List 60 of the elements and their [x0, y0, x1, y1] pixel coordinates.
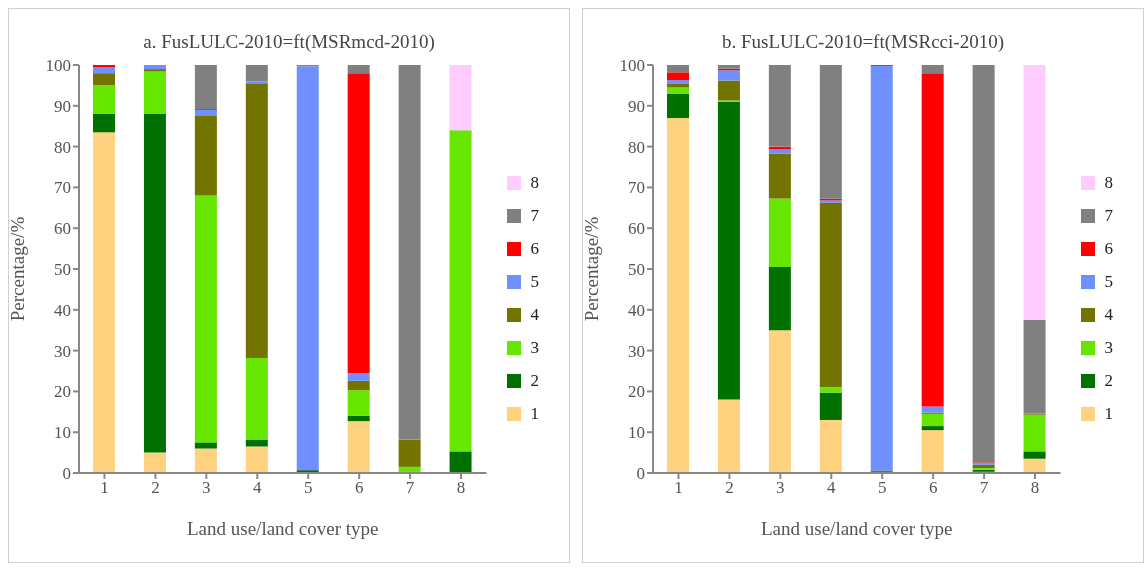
legend-label: 4 — [530, 304, 539, 325]
chart-title: b. FusLULC-2010=ft(MSRcci-2010) — [721, 31, 1005, 53]
x-tick-label: 7 — [979, 478, 989, 498]
x-tick-label: 1 — [674, 478, 683, 498]
y-tick-label: 70 — [628, 178, 645, 198]
x-tick-label: 6 — [354, 478, 364, 498]
y-tick-label: 60 — [628, 219, 645, 239]
y-tick-label: 80 — [54, 137, 71, 157]
y-tick-label: 80 — [628, 137, 645, 157]
y-tick-label: 90 — [628, 96, 645, 116]
legend-label: 5 — [530, 271, 539, 292]
x-tick-label: 1 — [100, 478, 109, 498]
y-tick-label: 10 — [54, 423, 71, 443]
legend-label: 3 — [1104, 337, 1113, 358]
chart-title: a. FusLULC-2010=ft(MSRmcd-2010) — [142, 31, 436, 53]
x-tick-label: 5 — [877, 478, 887, 498]
y-tick-label: 40 — [628, 300, 645, 320]
legend-label: 5 — [1104, 271, 1113, 292]
x-axis-title: Land use/land cover type — [760, 518, 953, 539]
legend-label: 7 — [1104, 205, 1113, 226]
y-tick-label: 30 — [628, 341, 645, 361]
y-tick-label: 0 — [62, 464, 71, 484]
y-tick-label: 30 — [54, 341, 71, 361]
legend-label: 2 — [530, 370, 539, 391]
legend-label: 4 — [1104, 304, 1113, 325]
y-axis-title: Percentage/% — [580, 216, 602, 322]
x-tick-label: 8 — [456, 478, 466, 498]
legend-label: 3 — [530, 337, 539, 358]
legend-label: 1 — [530, 403, 539, 424]
legend-label: 1 — [1104, 403, 1113, 424]
legend-label: 6 — [1104, 238, 1113, 259]
y-tick-label: 50 — [628, 260, 645, 280]
x-tick-label: 6 — [928, 478, 938, 498]
y-tick-label: 0 — [636, 464, 645, 484]
y-tick-label: 10 — [628, 423, 645, 443]
y-axis-title: Percentage/% — [6, 216, 28, 322]
y-tick-label: 40 — [54, 300, 71, 320]
legend-label: 8 — [530, 172, 539, 193]
x-tick-label: 7 — [405, 478, 415, 498]
y-tick-label: 70 — [54, 178, 71, 198]
y-tick-label: 20 — [628, 382, 645, 402]
y-tick-label: 20 — [54, 382, 71, 402]
x-tick-label: 2 — [725, 478, 734, 498]
legend-label: 8 — [1104, 172, 1113, 193]
x-tick-label: 4 — [253, 478, 263, 498]
y-tick-label: 90 — [54, 96, 71, 116]
y-tick-label: 50 — [54, 260, 71, 280]
x-tick-label: 3 — [776, 478, 785, 498]
legend-label: 7 — [530, 205, 539, 226]
legend-label: 2 — [1104, 370, 1113, 391]
x-tick-label: 8 — [1030, 478, 1040, 498]
y-tick-label: 100 — [45, 56, 71, 76]
x-axis-title: Land use/land cover type — [186, 518, 379, 539]
y-tick-label: 60 — [54, 219, 71, 239]
x-tick-label: 4 — [827, 478, 837, 498]
x-tick-label: 5 — [303, 478, 313, 498]
legend-label: 6 — [530, 238, 539, 259]
y-tick-label: 100 — [619, 56, 645, 76]
x-tick-label: 2 — [151, 478, 160, 498]
x-tick-label: 3 — [202, 478, 211, 498]
